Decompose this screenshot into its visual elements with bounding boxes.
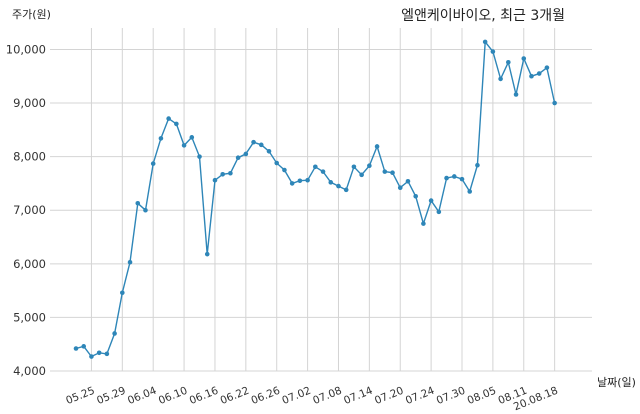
x-tick-labels: 05.2505.2906.0406.1006.1606.2206.2607.02… (64, 385, 560, 414)
data-point (498, 76, 503, 82)
data-point (81, 344, 87, 349)
x-tick-label: 05.29 (95, 385, 127, 407)
data-point (220, 172, 225, 177)
y-tick-label: 10,000 (6, 42, 46, 56)
data-point (359, 172, 364, 178)
data-point (374, 144, 380, 149)
series-line (75, 40, 556, 358)
x-tick-label: 06.16 (188, 385, 221, 408)
data-point (143, 207, 148, 213)
data-point (390, 170, 395, 176)
data-point (382, 169, 388, 174)
data-point (282, 167, 287, 173)
x-tick-label: 07.02 (280, 385, 312, 407)
x-tick-label: 06.26 (249, 385, 282, 408)
data-point (413, 193, 418, 199)
x-tick-label: 07.24 (404, 385, 437, 408)
data-point (397, 185, 403, 191)
data-point (297, 178, 303, 184)
data-point (189, 135, 195, 140)
x-tick-label: 06.04 (126, 385, 159, 408)
data-point (228, 170, 233, 176)
data-point (436, 209, 442, 215)
grid-lines (50, 28, 592, 372)
data-point (89, 354, 94, 359)
y-tick-label: 4,000 (13, 364, 46, 378)
data-point (73, 346, 79, 351)
data-point (467, 189, 473, 194)
data-point (112, 331, 117, 336)
data-point (482, 39, 488, 45)
data-point (405, 178, 411, 184)
data-point (274, 160, 280, 166)
x-tick-label: 07.30 (435, 385, 467, 407)
data-point (120, 290, 125, 296)
data-point (351, 164, 357, 170)
data-point (336, 183, 341, 189)
data-point (367, 163, 372, 169)
y-axis-label: 주가(원) (12, 8, 51, 21)
data-point (490, 49, 496, 54)
data-point (96, 350, 102, 356)
x-axis-label: 날짜(일) (597, 375, 636, 389)
data-point (204, 251, 210, 257)
data-point (251, 139, 256, 145)
data-point (459, 176, 465, 182)
data-point (320, 169, 326, 174)
data-point (544, 65, 550, 70)
x-tick-label: 07.20 (373, 385, 405, 407)
y-tick-label: 9,000 (13, 96, 46, 110)
data-point (158, 136, 164, 141)
data-point (104, 351, 110, 357)
data-point (135, 200, 141, 206)
data-point (174, 121, 179, 127)
data-point (451, 174, 457, 179)
data-point (343, 187, 349, 193)
data-point (212, 177, 218, 183)
data-point (289, 181, 295, 186)
y-tick-labels: 4,000 5,000 6,000 7,000 8,000 9,000 10,000 (6, 42, 46, 378)
data-point (181, 143, 187, 148)
data-point (258, 142, 264, 148)
data-point (529, 73, 534, 79)
data-point (421, 221, 426, 226)
data-point (127, 259, 133, 265)
y-tick-label: 8,000 (13, 150, 46, 164)
data-point (243, 151, 249, 157)
data-point (313, 164, 318, 170)
data-point (235, 155, 241, 160)
x-tick-label: 08.05 (466, 385, 498, 407)
data-point (305, 177, 310, 183)
series-price (73, 39, 557, 359)
chart-title: 엘앤케이바이오, 최근 3개월 (401, 8, 565, 24)
y-tick-label: 7,000 (13, 203, 46, 217)
data-point (328, 180, 334, 185)
x-tick-label: 07.08 (311, 385, 343, 407)
data-point (150, 161, 156, 166)
data-point (444, 175, 449, 181)
data-point (266, 148, 272, 154)
x-tick-label: 05.25 (64, 385, 96, 407)
data-point (166, 116, 171, 121)
data-point (506, 60, 511, 65)
y-tick-label: 5,000 (13, 310, 46, 324)
data-point (197, 154, 202, 159)
data-point (513, 92, 519, 97)
data-point (428, 198, 434, 203)
data-point (552, 100, 557, 106)
x-tick-label: 06.10 (157, 385, 189, 407)
y-tick-label: 6,000 (13, 257, 46, 271)
data-point (475, 162, 480, 168)
x-tick-label: 06.22 (219, 385, 251, 407)
x-tick-label: 07.14 (342, 385, 375, 408)
data-point (536, 71, 542, 76)
data-point (521, 56, 527, 61)
